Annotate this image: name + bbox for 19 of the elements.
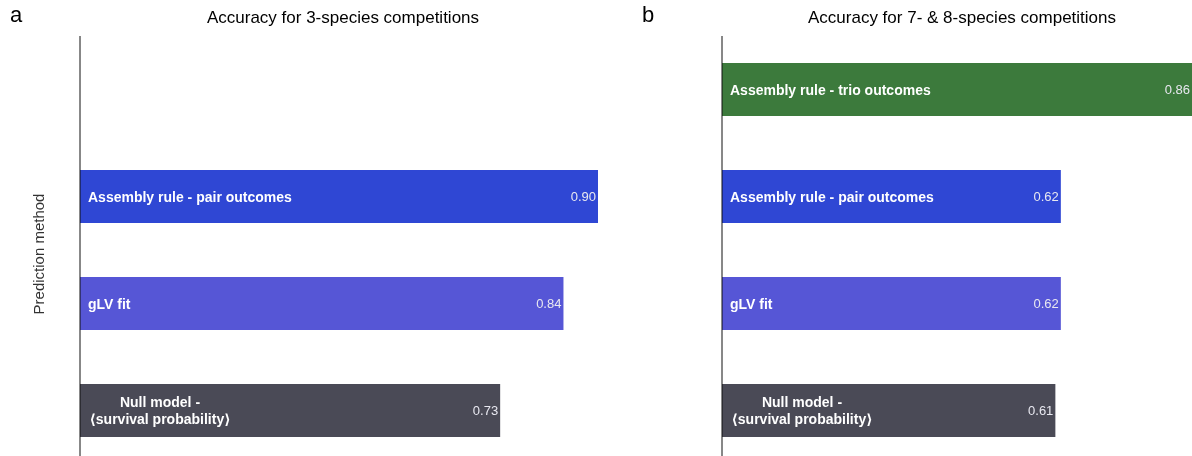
text: a [10,2,23,28]
data-label: 0.62 [1033,189,1059,204]
data-label: 0.90 [570,189,596,204]
y-tick-label: Assembly rule - pair outcomes [88,188,293,205]
data-label: 0.73 [472,403,499,418]
data-label: 0.86 [1164,82,1190,97]
y-tick-label: Assembly rule - trio outcomes [730,81,931,98]
chart-title: Accuracy for 3-species competitions [205,8,481,28]
y-tick-label: Null model - ⟨survival probability⟩ [89,394,231,427]
chart-title: Accuracy for 7- & 8-species competitions [807,8,1117,28]
y-tick-label: Null model - ⟨survival probability⟩ [731,394,873,427]
text: b [642,2,655,28]
y-axis-title: Prediction method [29,193,47,315]
data-label: 0.84 [536,296,562,311]
data-label: 0.61 [1028,403,1054,418]
data-label: 0.62 [1033,296,1059,311]
y-tick-label: gLV fit [730,295,773,312]
y-tick-label: gLV fit [88,295,131,312]
y-tick-label: Assembly rule - pair outcomes [730,188,935,205]
